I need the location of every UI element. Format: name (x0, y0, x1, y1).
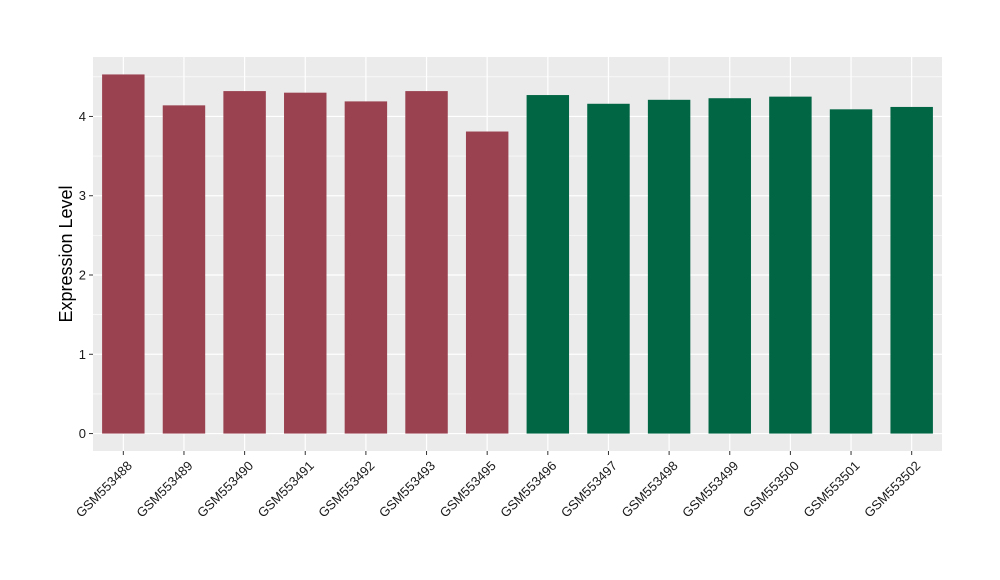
bar-GSM553500 (769, 96, 812, 434)
bar-GSM553499 (708, 98, 751, 434)
bar-GSM553497 (587, 103, 630, 434)
x-tick-label: GSM553499 (679, 458, 741, 520)
y-tick-label: 3 (79, 188, 86, 203)
x-tick-label: GSM553495 (437, 458, 499, 520)
y-tick-label: 0 (79, 426, 86, 441)
bar-GSM553493 (405, 91, 448, 434)
x-tick-label: GSM553496 (497, 458, 559, 520)
bar-GSM553496 (526, 95, 570, 434)
x-tick-label: GSM553493 (376, 458, 438, 520)
x-tick-label: GSM553492 (315, 458, 377, 520)
y-tick-label: 4 (79, 109, 86, 124)
bars (102, 74, 933, 434)
bar-GSM553489 (162, 105, 206, 434)
y-tick-label: 2 (79, 268, 86, 283)
y-tick-label: 1 (79, 347, 86, 362)
bar-GSM553491 (284, 92, 327, 434)
x-tick-label: GSM553489 (133, 458, 195, 520)
y-axis: 0 1 2 3 4 (79, 109, 93, 441)
bar-GSM553498 (647, 99, 691, 434)
x-tick-label: GSM553501 (800, 458, 862, 520)
x-tick-label: GSM553491 (255, 458, 317, 520)
bar-GSM553495 (465, 131, 509, 434)
bar-GSM553502 (890, 106, 933, 434)
x-tick-label: GSM553502 (861, 458, 923, 520)
bar-GSM553488 (102, 74, 145, 434)
bar-GSM553501 (829, 109, 873, 434)
x-tick-label: GSM553490 (194, 458, 256, 520)
bar-GSM553490 (223, 91, 266, 434)
bar-GSM553492 (344, 101, 388, 434)
y-axis-title: Expression Level (56, 185, 76, 322)
x-tick-label: GSM553498 (619, 458, 681, 520)
x-tick-label: GSM553497 (558, 458, 620, 520)
x-tick-label: GSM553500 (740, 458, 802, 520)
x-tick-label: GSM553488 (73, 458, 135, 520)
x-axis: GSM553488GSM553489GSM553490GSM553491GSM5… (73, 451, 923, 520)
